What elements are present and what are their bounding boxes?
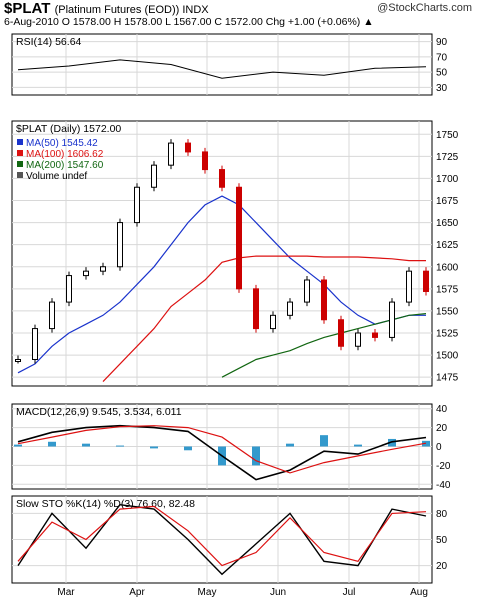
macd-tick-label: 40: [436, 404, 448, 415]
price-candle: [49, 301, 55, 330]
price-candle: [423, 270, 429, 292]
macd-hist-bar: [82, 443, 90, 447]
symbol: $PLAT: [4, 0, 51, 17]
price-tick-label: 1700: [436, 174, 459, 185]
price-panel-title: $PLAT (Daily) 1572.00: [16, 123, 121, 135]
price-tick-label: 1475: [436, 373, 459, 384]
price-candle: [338, 319, 344, 347]
price-tick-label: 1550: [436, 306, 459, 317]
macd-signal-line: [17, 425, 427, 474]
stoch-tick-label: 50: [436, 535, 448, 546]
macd-hist-bar: [388, 438, 396, 447]
macd-hist-bar: [14, 444, 22, 447]
price-candle: [389, 301, 395, 338]
legend-swatch: [17, 161, 23, 167]
legend-swatch: [17, 172, 23, 178]
price-tick-label: 1625: [436, 240, 459, 251]
price-candle: [15, 359, 21, 362]
x-axis-label: Jun: [270, 587, 286, 598]
macd-hist-bar: [286, 443, 294, 447]
price-candle: [287, 301, 293, 316]
macd-hist-bar: [252, 446, 260, 466]
stoch-k-line: [17, 503, 427, 576]
price-candle: [355, 332, 361, 347]
price-candle: [32, 328, 38, 361]
stoch-d-line: [17, 505, 427, 567]
rsi-tick-label: 90: [436, 37, 448, 48]
stoch-tick-label: 80: [436, 509, 448, 520]
price-tick-label: 1575: [436, 284, 459, 295]
price-tick-label: 1750: [436, 130, 459, 141]
price-panel-frame: [11, 120, 433, 387]
price-candle: [100, 266, 106, 272]
price-candle: [236, 186, 242, 290]
price-tick-label: 1650: [436, 218, 459, 229]
macd-hist-bar: [150, 446, 158, 449]
price-tick-label: 1500: [436, 351, 459, 362]
instrument-name: (Platinum Futures (EOD)) INDX: [54, 4, 209, 16]
stoch-tick-label: 20: [436, 561, 448, 572]
macd-tick-label: -40: [436, 480, 451, 491]
x-axis-label: Mar: [57, 587, 75, 598]
ma100-line: [102, 255, 426, 383]
price-candle: [304, 279, 310, 303]
ma50-line: [17, 195, 426, 374]
macd-panel-title: MACD(12,26,9) 9.545, 3.534, 6.011: [16, 406, 182, 418]
price-tick-label: 1675: [436, 196, 459, 207]
rsi-tick-label: 50: [436, 68, 448, 79]
price-tick-label: 1525: [436, 329, 459, 340]
rsi-tick-label: 30: [436, 83, 448, 94]
macd-hist-bar: [48, 441, 56, 447]
price-candle: [185, 142, 191, 153]
legend-entry: MA(100) 1606.62: [26, 149, 104, 160]
x-axis-label: Apr: [129, 587, 145, 598]
rsi-line: [17, 59, 427, 79]
stoch-panel-title: Slow STO %K(14) %D(3) 76.60, 82.48: [16, 498, 195, 510]
macd-tick-label: -20: [436, 461, 451, 472]
price-candle: [134, 186, 140, 224]
x-axis-label: Jul: [343, 587, 356, 598]
chart-title: $PLAT (Platinum Futures (EOD)) INDX: [4, 0, 209, 17]
price-candle: [321, 279, 327, 321]
macd-hist-bar: [184, 446, 192, 451]
legend-entry: Volume undef: [26, 171, 87, 182]
price-candle: [168, 142, 174, 166]
price-candle: [66, 275, 72, 303]
price-candle: [219, 169, 225, 188]
quote-line: 6-Aug-2010 O 1578.00 H 1578.00 L 1567.00…: [4, 16, 374, 28]
macd-tick-label: 0: [436, 442, 442, 453]
price-candle: [202, 151, 208, 171]
rsi-panel-title: RSI(14) 56.64: [16, 36, 82, 48]
price-tick-label: 1725: [436, 152, 459, 163]
price-candle: [83, 270, 89, 277]
price-candle: [117, 222, 123, 268]
price-tick-label: 1600: [436, 262, 459, 273]
legend-swatch: [17, 139, 23, 145]
legend-entry: MA(200) 1547.60: [26, 160, 104, 171]
legend-entry: MA(50) 1545.42: [26, 138, 98, 149]
macd-tick-label: 20: [436, 423, 448, 434]
x-axis-label: Aug: [410, 587, 428, 598]
price-candle: [253, 288, 259, 330]
rsi-tick-label: 70: [436, 52, 448, 63]
legend-swatch: [17, 150, 23, 156]
macd-hist-bar: [320, 435, 328, 447]
price-candle: [406, 270, 412, 303]
x-axis-label: May: [198, 587, 217, 598]
price-candle: [372, 332, 378, 338]
price-candle: [270, 314, 276, 330]
price-candle: [151, 164, 157, 188]
macd-line: [17, 424, 427, 481]
macd-hist-bar: [354, 444, 362, 447]
macd-hist-bar: [116, 445, 124, 447]
brand-watermark: @StockCharts.com: [377, 2, 472, 14]
